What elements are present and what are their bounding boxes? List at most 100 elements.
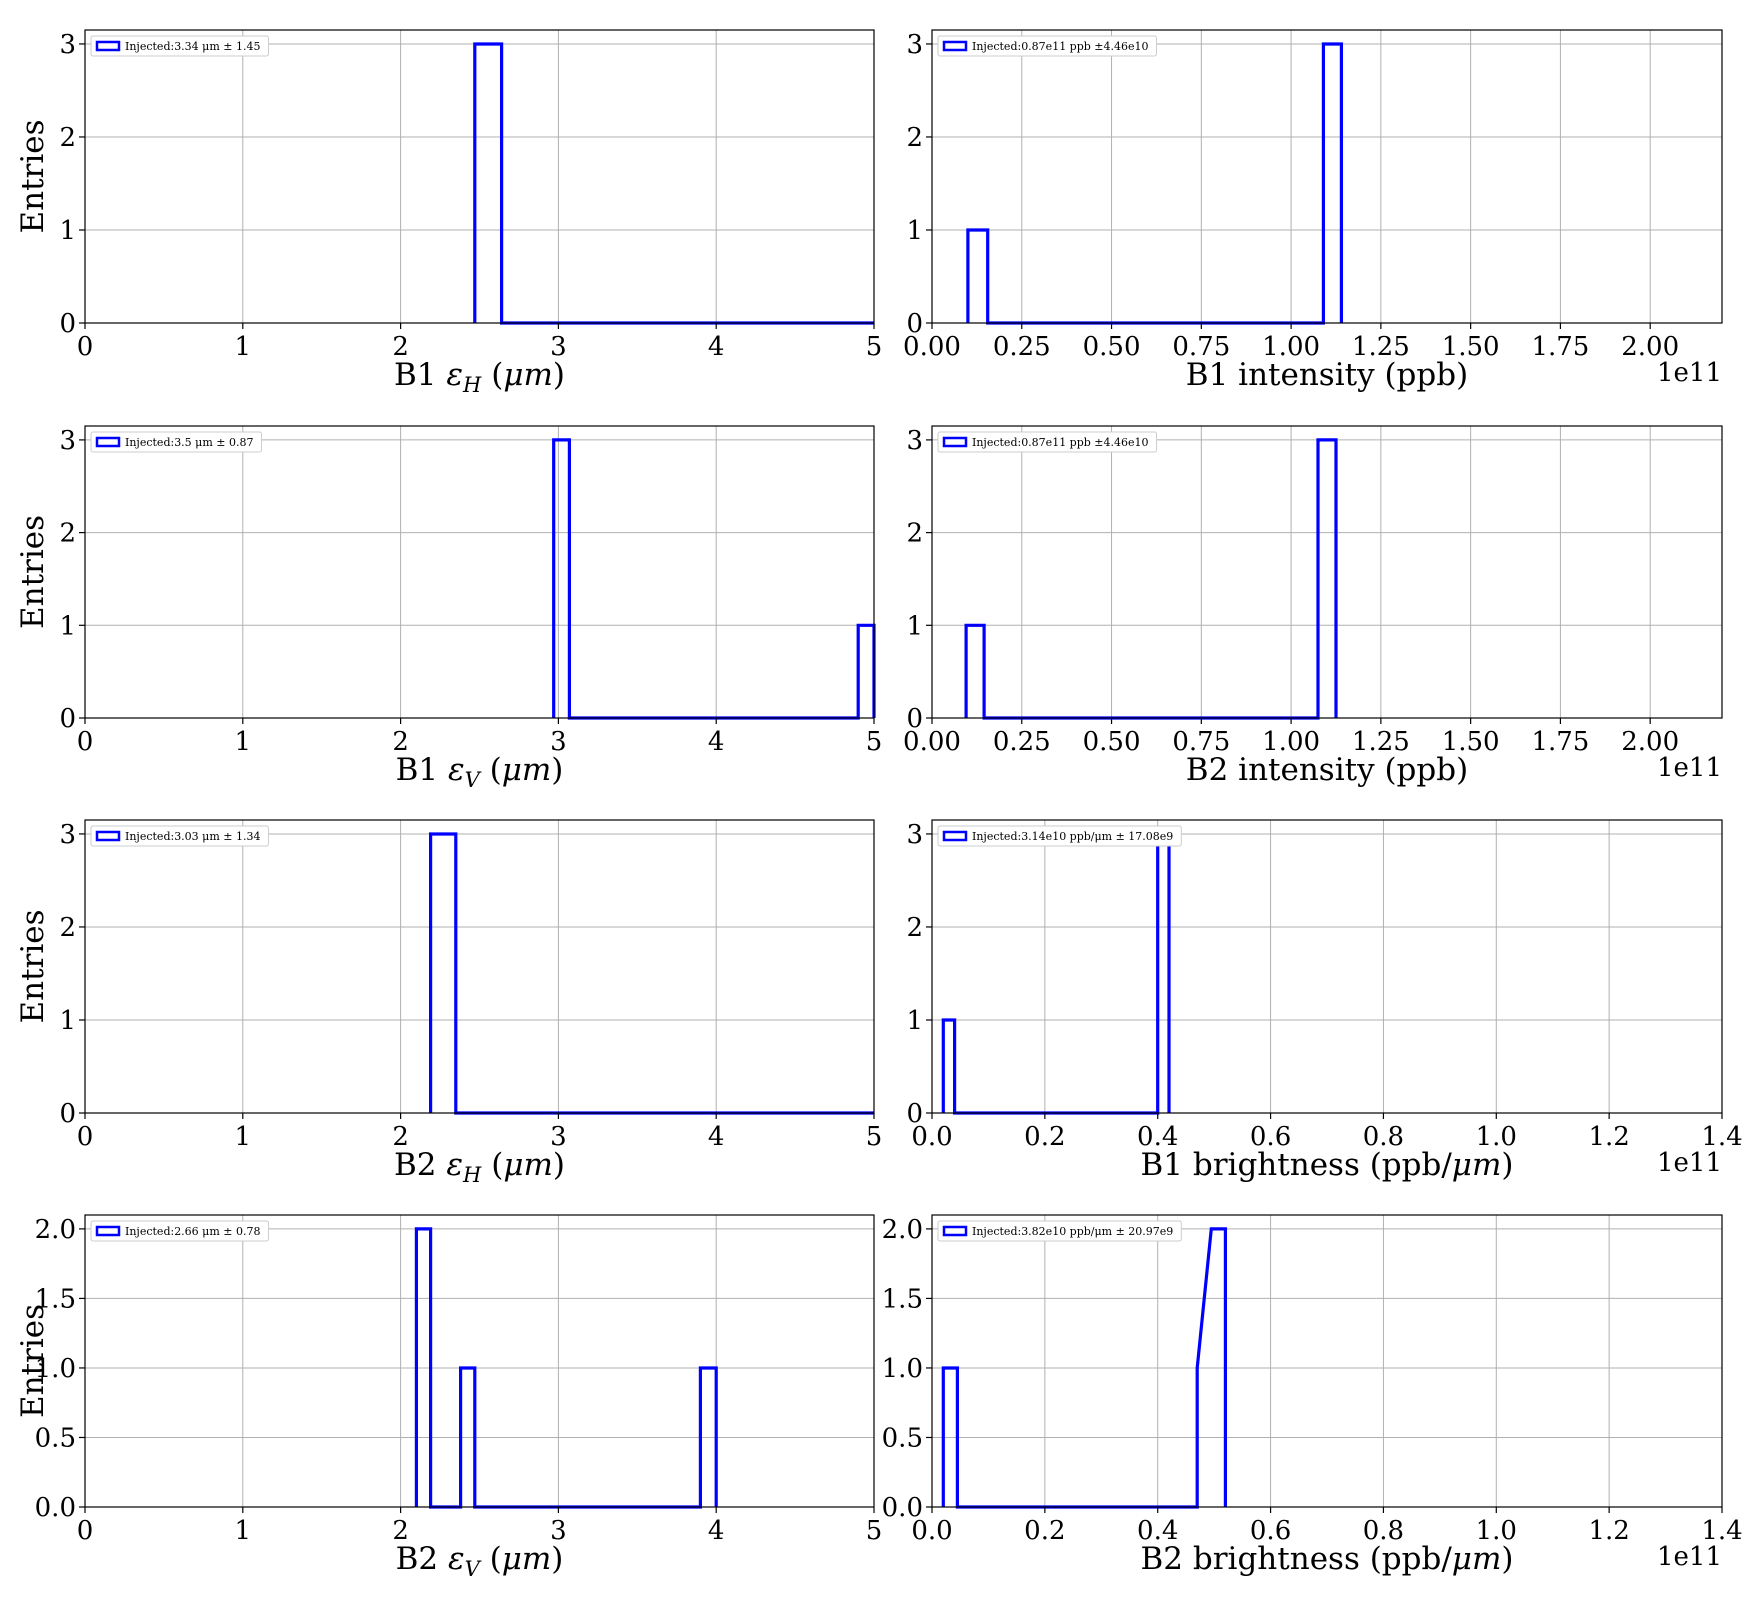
legend: Injected:0.87e11 ppb ±4.46e10 bbox=[937, 35, 1158, 57]
x-tick-label: 1.4 bbox=[1701, 1122, 1742, 1152]
x-tick-label: 5 bbox=[866, 1516, 883, 1546]
x-tick-label: 5 bbox=[866, 1122, 883, 1152]
y-tick-label: 3 bbox=[906, 30, 923, 60]
legend-frame bbox=[937, 1220, 1182, 1242]
x-axis-label: B2 intensity (ppb) bbox=[1186, 752, 1468, 788]
histogram-step-series bbox=[473, 42, 874, 325]
histogram-panel-6: 0.0 0.2 0.4 0.6 0.8 1.0 1.2 1.4 0 1 2 3 B1 brightnes… bbox=[906, 819, 1743, 1183]
y-tick-label: 2 bbox=[906, 913, 923, 943]
histogram-panel-7: 0 1 2 3 4 5 0.0 0.5 1.0 1.5 2.0 B2 εV (μm) Entries In… bbox=[15, 1214, 883, 1581]
x-tick-label: 1.50 bbox=[1442, 332, 1500, 362]
x-tick-label: 1.50 bbox=[1442, 727, 1500, 757]
x-tick-label: 0.2 bbox=[1024, 1516, 1065, 1546]
y-tick-label: 1 bbox=[59, 611, 76, 641]
x-tick-label: 2.00 bbox=[1621, 727, 1679, 757]
x-offset-label: 1e11 bbox=[1657, 1542, 1722, 1572]
y-tick-label: 1.0 bbox=[882, 1354, 923, 1384]
x-axis-label: B2 brightness (ppb/μm) bbox=[1141, 1541, 1514, 1577]
histogram-panel-4: 0.00 0.25 0.50 0.75 1.00 1.25 1.50 1.75 2.00 0 1 2 3… bbox=[903, 425, 1723, 788]
x-tick-label: 1.75 bbox=[1531, 332, 1589, 362]
legend-label: Injected:0.87e11 ppb ±4.46e10 bbox=[972, 436, 1149, 449]
x-tick-label: 5 bbox=[866, 332, 883, 362]
x-tick-label: 0.6 bbox=[1250, 1516, 1291, 1546]
x-offset-label: 1e11 bbox=[1657, 1148, 1722, 1178]
x-tick-label: 0.0 bbox=[911, 1122, 952, 1152]
x-tick-label: 2 bbox=[392, 727, 409, 757]
y-axis-label: Entries bbox=[15, 119, 51, 233]
y-tick-label: 2 bbox=[906, 519, 923, 549]
histogram-step-series bbox=[966, 42, 1344, 325]
legend-label: Injected:3.03 μm ± 1.34 bbox=[125, 830, 260, 843]
x-axis-label: B2 εV (μm) bbox=[396, 1541, 564, 1581]
histogram-panel-8: 0.0 0.2 0.4 0.6 0.8 1.0 1.2 1.4 0.0 0.5 1.0 1.5 2.0 B… bbox=[882, 1214, 1743, 1577]
x-tick-label: 1.2 bbox=[1588, 1122, 1629, 1152]
x-tick-label: 1.25 bbox=[1352, 332, 1410, 362]
axes-frame bbox=[931, 425, 1723, 719]
histogram-step-series bbox=[429, 832, 874, 1115]
y-tick-label: 0 bbox=[59, 309, 76, 339]
y-tick-label: 3 bbox=[906, 820, 923, 850]
x-tick-label: 0.00 bbox=[903, 727, 961, 757]
x-tick-label: 2 bbox=[392, 1516, 409, 1546]
x-tick-label: 5 bbox=[866, 727, 883, 757]
y-tick-label: 0 bbox=[906, 704, 923, 734]
x-tick-label: 0.75 bbox=[1172, 727, 1230, 757]
x-axis-label: B1 brightness (ppb/μm) bbox=[1141, 1147, 1514, 1183]
legend-label: Injected:3.5 μm ± 0.87 bbox=[125, 436, 253, 449]
x-tick-label: 3 bbox=[550, 1122, 567, 1152]
x-tick-label: 2 bbox=[392, 1122, 409, 1152]
x-tick-label: 1.0 bbox=[1476, 1122, 1517, 1152]
x-tick-label: 0 bbox=[77, 332, 94, 362]
x-tick-label: 1 bbox=[235, 727, 252, 757]
y-tick-label: 1 bbox=[906, 1006, 923, 1036]
y-tick-label: 3 bbox=[59, 30, 76, 60]
y-tick-label: 0.5 bbox=[35, 1423, 76, 1453]
legend-frame bbox=[937, 431, 1158, 453]
x-tick-label: 0.75 bbox=[1172, 332, 1230, 362]
legend-swatch bbox=[95, 1225, 121, 1237]
y-tick-label: 2.0 bbox=[882, 1215, 923, 1245]
x-tick-label: 0.6 bbox=[1250, 1122, 1291, 1152]
x-tick-label: 0.0 bbox=[911, 1516, 952, 1546]
legend-swatch bbox=[942, 436, 968, 448]
x-tick-label: 1.75 bbox=[1531, 727, 1589, 757]
x-tick-label: 1 bbox=[235, 1122, 252, 1152]
y-axis-label: Entries bbox=[15, 909, 51, 1023]
x-tick-label: 0.00 bbox=[903, 332, 961, 362]
legend-swatch bbox=[95, 830, 121, 842]
axes-frame bbox=[84, 819, 875, 1114]
legend-swatch bbox=[942, 40, 968, 52]
legend: Injected:3.03 μm ± 1.34 bbox=[90, 825, 269, 847]
y-tick-label: 1.5 bbox=[882, 1284, 923, 1314]
x-tick-label: 3 bbox=[550, 727, 567, 757]
legend: Injected:2.66 μm ± 0.78 bbox=[90, 1220, 269, 1242]
x-axis-label: B1 εV (μm) bbox=[396, 752, 564, 792]
y-tick-label: 1 bbox=[59, 216, 76, 246]
x-tick-label: 1.4 bbox=[1701, 1516, 1742, 1546]
axes-frame bbox=[931, 819, 1723, 1114]
axes-frame bbox=[931, 1214, 1723, 1508]
axes-frame bbox=[931, 29, 1723, 324]
legend-label: Injected:0.87e11 ppb ±4.46e10 bbox=[972, 40, 1149, 53]
legend: Injected:3.5 μm ± 0.87 bbox=[90, 431, 262, 453]
axes-frame bbox=[84, 425, 875, 719]
x-tick-label: 4 bbox=[708, 1122, 725, 1152]
legend-frame bbox=[90, 35, 269, 57]
x-tick-label: 0 bbox=[77, 1516, 94, 1546]
x-tick-label: 4 bbox=[708, 727, 725, 757]
legend-swatch bbox=[942, 830, 968, 842]
y-tick-label: 0 bbox=[906, 1099, 923, 1129]
x-tick-label: 1.2 bbox=[1588, 1516, 1629, 1546]
histogram-step-series bbox=[414, 1227, 718, 1509]
legend-swatch bbox=[95, 40, 121, 52]
y-tick-label: 2 bbox=[906, 123, 923, 153]
x-axis-label: B1 εH (μm) bbox=[394, 357, 565, 397]
x-tick-label: 0.8 bbox=[1363, 1122, 1404, 1152]
legend-swatch bbox=[95, 436, 121, 448]
x-tick-label: 2.00 bbox=[1621, 332, 1679, 362]
legend-label: Injected:3.14e10 ppb/μm ± 17.08e9 bbox=[972, 830, 1173, 843]
y-tick-label: 0 bbox=[59, 1099, 76, 1129]
